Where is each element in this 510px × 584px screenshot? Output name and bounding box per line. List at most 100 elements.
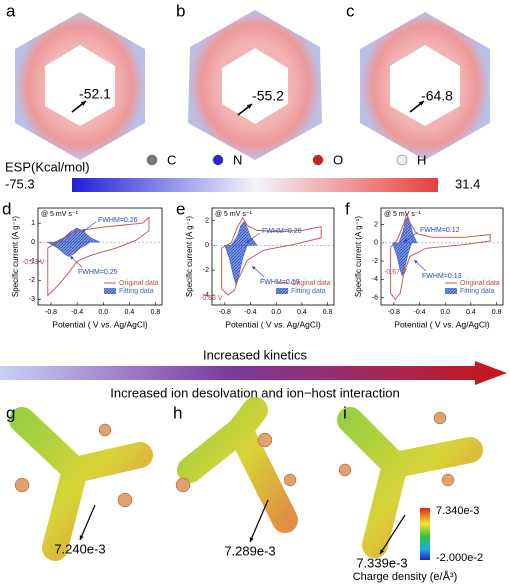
- x-tick-label: -0.8: [388, 309, 400, 316]
- x-tick-label: -0.8: [45, 309, 57, 316]
- y-tick-label: 2: [205, 217, 209, 224]
- esp-value: -52.1: [79, 86, 111, 102]
- atom-icon: [212, 154, 224, 166]
- plot-frame: [211, 207, 335, 306]
- x-tick-label: 0.4: [125, 309, 135, 316]
- arrow-head: [70, 256, 74, 260]
- fit-peak: [392, 242, 413, 277]
- peak-potential: -0.53 V: [22, 259, 45, 266]
- illustrations: [9, 10, 490, 561]
- y-tick-label: -2: [29, 277, 35, 284]
- arrow-shaft: [79, 504, 96, 541]
- legend-title: ESP(Kcal/mol): [5, 159, 90, 174]
- colorbar-min: -2.000e-2: [436, 552, 483, 564]
- fwhm-label: FWHM=0.19: [260, 279, 300, 286]
- legend-label: Fitting data: [119, 288, 154, 295]
- panel-label: d: [2, 199, 11, 218]
- molecule-shapes: [9, 397, 483, 561]
- arrow-head: [246, 239, 250, 243]
- legend-label: Fitting data: [460, 288, 495, 295]
- arrow-head: [80, 101, 86, 106]
- arrow-shaft: [379, 514, 406, 555]
- panel-label: f: [345, 199, 350, 218]
- colorbar-title: Charge density (e/Å³): [353, 570, 458, 583]
- y-tick-label: -1: [29, 258, 35, 265]
- x-tick-label: -0.4: [413, 309, 425, 316]
- cof-ring: [360, 12, 490, 160]
- y-tick-label: -4: [203, 292, 209, 299]
- esp-colorbar: [72, 178, 438, 192]
- panel-label: b: [176, 1, 185, 20]
- fwhm-label: FWHM=0.12: [420, 227, 460, 234]
- y-tick-label: 0: [205, 242, 209, 249]
- colorbar-min: -75.3: [5, 176, 35, 191]
- x-axis-label: Potential ( V vs. Ag/AgCl): [394, 319, 490, 329]
- trend-arrow: [0, 361, 507, 385]
- trend-label: Increased kinetics: [203, 347, 308, 362]
- atom-icon: [146, 154, 158, 166]
- x-tick-label: 0.8: [151, 309, 161, 316]
- x-axis-label: Potential ( V vs. Ag/AgCl): [52, 319, 148, 329]
- trend-label: Increased ion desolvation and ion−host i…: [110, 385, 399, 400]
- cof-ring: [188, 10, 322, 160]
- scan-rate: @ 5 mV s⁻¹: [384, 211, 422, 218]
- x-tick-label: 0.8: [492, 309, 502, 316]
- y-tick-label: -4: [372, 276, 378, 283]
- legend-swatch: [445, 288, 457, 294]
- fwhm-label: FWHM=0.13: [422, 273, 462, 280]
- legend-swatch: [276, 288, 288, 294]
- y-tick-label: -2: [203, 267, 209, 274]
- arrow-head: [246, 104, 252, 109]
- cof-ring: [15, 12, 145, 160]
- arrow-shaft: [249, 499, 269, 543]
- arrow-head: [380, 549, 385, 554]
- fwhm-label: FWHM=0.25: [78, 269, 118, 276]
- y-tick-label: 1: [31, 220, 35, 227]
- x-tick-label: 0.4: [466, 309, 476, 316]
- x-tick-label: -0.4: [71, 309, 83, 316]
- fwhm-label: FWHM=0.20: [262, 228, 302, 235]
- y-tick-label: -3: [29, 296, 35, 303]
- y-axis-label: Specific current (A g⁻¹): [354, 216, 363, 297]
- cv-curve: [390, 212, 491, 301]
- y-axis-label: Specific current (A g⁻¹): [185, 216, 194, 297]
- charge-value: 7.289e-3: [224, 543, 275, 558]
- arrow-head: [249, 537, 254, 542]
- x-tick-label: 0.0: [440, 309, 450, 316]
- atom-icon: [396, 154, 408, 166]
- legend-label: Original data: [119, 280, 159, 287]
- fit-peak: [224, 245, 248, 285]
- scan-rate: @ 5 mV s⁻¹: [41, 211, 79, 218]
- atom-icon: [312, 154, 324, 166]
- x-tick-label: 0.4: [297, 309, 307, 316]
- panel-label: e: [176, 199, 185, 218]
- x-axis-label: Potential ( V vs. Ag/AgCl): [225, 319, 321, 329]
- panel-label: a: [6, 1, 16, 20]
- peak-potential: -0.67 V: [384, 269, 407, 276]
- panel-label: i: [343, 403, 347, 422]
- y-tick-label: 2: [374, 221, 378, 228]
- charge-colorbar: [420, 508, 430, 560]
- esp-value: -64.8: [421, 88, 453, 104]
- legend-label: Original data: [291, 280, 331, 287]
- colorbar-max: 7.340e-3: [436, 505, 479, 517]
- x-tick-label: 0.0: [98, 309, 108, 316]
- atom-label: O: [333, 152, 343, 167]
- x-tick-label: 0.8: [323, 309, 333, 316]
- y-tick-label: 0: [374, 240, 378, 247]
- legend-swatch: [104, 288, 116, 294]
- peak-potential: -0.63 V: [200, 295, 223, 302]
- charge-value: 7.339e-3: [356, 555, 407, 570]
- legend-label: Fitting data: [291, 288, 326, 295]
- y-tick-label: -6: [372, 295, 378, 302]
- charge-value: 7.240e-3: [54, 541, 105, 556]
- y-tick-label: 0: [31, 239, 35, 246]
- y-axis-label: Specific current (A g⁻¹): [11, 216, 20, 297]
- fit-peak: [46, 241, 92, 257]
- y-tick-label: -2: [372, 258, 378, 265]
- atom-label: C: [167, 152, 176, 167]
- arrow-head: [404, 238, 408, 242]
- esp-value: -55.2: [252, 88, 284, 104]
- fwhm-label: FWHM=0.26: [98, 217, 138, 224]
